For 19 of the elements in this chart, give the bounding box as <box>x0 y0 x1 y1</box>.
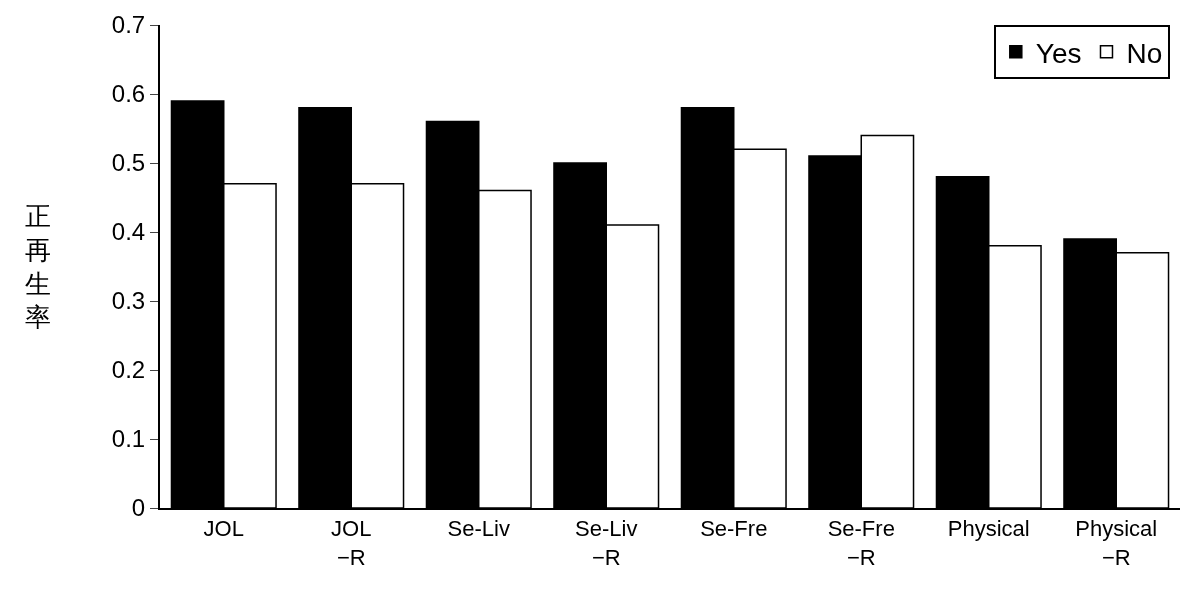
x-tick-label: Se-Fre <box>700 516 768 542</box>
x-tick-label: Se-Liv −R <box>575 516 638 570</box>
x-tick-label: JOL −R <box>331 516 372 570</box>
y-tick-label: 0.4 <box>111 218 146 246</box>
y-tick-label: 0.1 <box>111 425 146 453</box>
x-tick-label: Physical <box>947 516 1030 542</box>
x-tick-label: Se-Fre −R <box>827 516 895 570</box>
y-tick-label: 0.6 <box>111 80 146 108</box>
y-tick-label: 0.3 <box>111 287 146 315</box>
legend-label: Yes <box>1035 37 1082 69</box>
y-tick-label: 0.5 <box>111 149 146 177</box>
x-tick-label: JOL <box>203 516 244 542</box>
y-axis-title: 正再生率 <box>25 201 51 333</box>
legend-label: No <box>1126 37 1163 69</box>
x-tick-label: Se-Liv <box>447 516 510 542</box>
x-tick-label: Physical −R <box>1075 516 1158 570</box>
y-tick-label: 0.2 <box>111 356 146 384</box>
y-tick-label: 0 <box>131 494 146 522</box>
y-tick-label: 0.7 <box>111 11 146 39</box>
